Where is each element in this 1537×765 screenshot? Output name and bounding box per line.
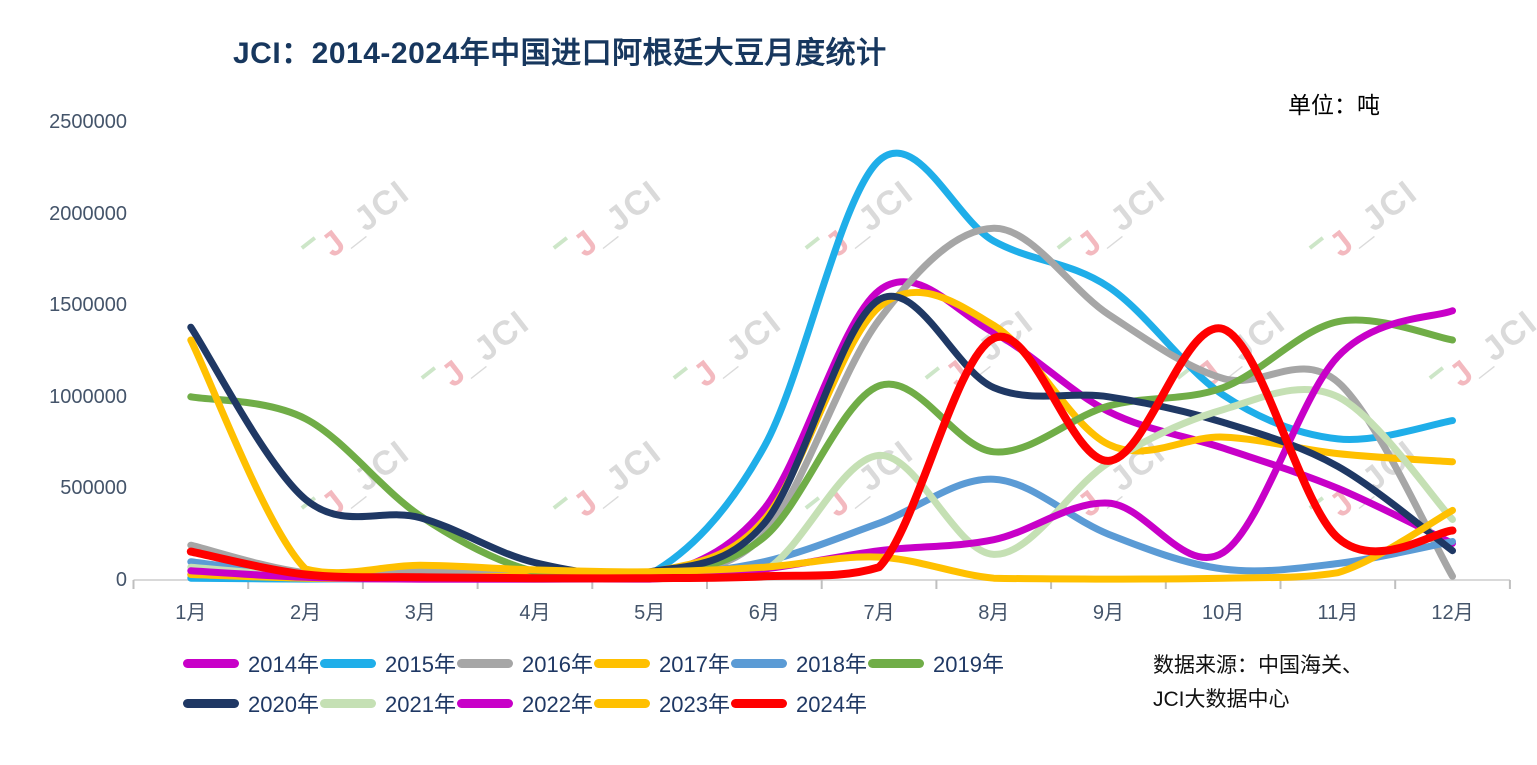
legend-swatch: [457, 658, 513, 668]
legend-item-2020年: 2020年: [183, 690, 319, 717]
x-axis-label: 6月: [748, 602, 780, 624]
legend-label: 2015年: [385, 652, 456, 677]
legend-swatch: [183, 698, 239, 708]
x-axis-label: 7月: [863, 602, 895, 624]
legend-label: 2022年: [522, 692, 593, 717]
y-axis-label: 0: [115, 569, 127, 591]
legend-label: 2020年: [248, 692, 319, 717]
legend-item-2017年: 2017年: [594, 650, 730, 677]
unit-label: 单位：吨: [1288, 92, 1380, 118]
legend-label: 2016年: [522, 652, 593, 677]
data-source-line1: 数据来源：中国海关、: [1153, 654, 1363, 677]
x-axis-label: 1月: [175, 602, 207, 624]
y-axis-label: 500000: [60, 477, 127, 500]
legend-label: 2023年: [659, 692, 730, 717]
legend-swatch: [594, 698, 650, 708]
legend-item-2023年: 2023年: [594, 690, 730, 717]
y-axis-label: 2500000: [49, 111, 127, 133]
legend-swatch: [731, 698, 787, 708]
series-line-2024年: [186, 324, 1457, 583]
legend-label: 2014年: [248, 652, 319, 677]
legend-item-2018年: 2018年: [731, 650, 867, 677]
legend-item-2016年: 2016年: [457, 650, 593, 677]
legend-item-2024年: 2024年: [731, 690, 867, 717]
legend-swatch: [320, 698, 376, 708]
y-axis-label: 2000000: [49, 202, 127, 225]
legend-label: 2019年: [933, 652, 1004, 677]
series-line-2016年: [187, 224, 1456, 580]
legend-item-2014年: 2014年: [183, 650, 319, 677]
legend-swatch: [594, 658, 650, 668]
legend-swatch: [183, 658, 239, 668]
y-axis-label: 1500000: [49, 294, 127, 317]
series-line-2020年: [187, 293, 1456, 578]
x-axis-label: 3月: [404, 602, 436, 624]
x-axis-label: 10月: [1202, 602, 1245, 624]
x-axis-label: 11月: [1317, 602, 1359, 624]
data-source-line2: JCI大数据中心: [1153, 688, 1290, 711]
legend-item-2022年: 2022年: [457, 690, 593, 717]
legend-label: 2021年: [385, 692, 456, 717]
x-axis-label: 5月: [634, 602, 666, 624]
legend-swatch: [320, 658, 376, 668]
y-axis-label: 1000000: [49, 385, 127, 408]
legend-label: 2018年: [796, 652, 867, 677]
x-axis-label: 9月: [1092, 602, 1124, 624]
legend-swatch: [457, 698, 513, 708]
series-line-2019年: [187, 316, 1456, 582]
legend-item-2015年: 2015年: [320, 650, 456, 677]
legend-item-2021年: 2021年: [320, 690, 456, 717]
x-axis-label: 4月: [519, 602, 551, 624]
series-line-2023年: [187, 336, 1456, 583]
legend-item-2019年: 2019年: [868, 650, 1004, 677]
legend-swatch: [868, 658, 924, 668]
chart-title: JCI：2014-2024年中国进口阿根廷大豆月度统计: [233, 37, 887, 70]
x-axis-label: 8月: [978, 602, 1010, 624]
x-axis-label: 2月: [289, 602, 322, 624]
legend-swatch: [731, 658, 787, 668]
x-axis-label: 12月: [1431, 602, 1474, 624]
legend-label: 2024年: [796, 692, 867, 717]
legend-label: 2017年: [659, 652, 730, 677]
